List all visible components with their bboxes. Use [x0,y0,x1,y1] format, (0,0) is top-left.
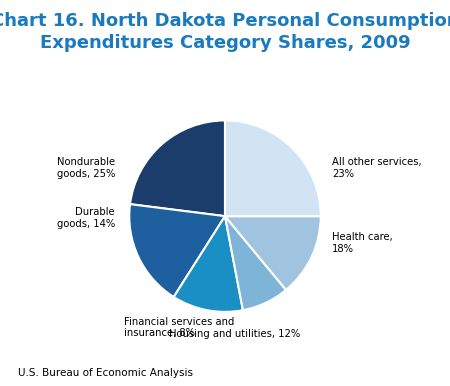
Wedge shape [174,216,243,312]
Wedge shape [225,216,321,290]
Wedge shape [225,120,321,216]
Text: U.S. Bureau of Economic Analysis: U.S. Bureau of Economic Analysis [18,368,193,378]
Wedge shape [130,120,225,216]
Text: Health care,
18%: Health care, 18% [332,232,393,254]
Text: Housing and utilities, 12%: Housing and utilities, 12% [169,329,300,339]
Text: Nondurable
goods, 25%: Nondurable goods, 25% [57,157,115,179]
Wedge shape [225,216,286,310]
Text: Durable
goods, 14%: Durable goods, 14% [57,207,115,229]
Text: All other services,
23%: All other services, 23% [332,157,422,179]
Text: Chart 16. North Dakota Personal Consumption
Expenditures Category Shares, 2009: Chart 16. North Dakota Personal Consumpt… [0,12,450,52]
Wedge shape [129,204,225,297]
Text: Financial services and
insurance, 8%: Financial services and insurance, 8% [125,317,235,338]
